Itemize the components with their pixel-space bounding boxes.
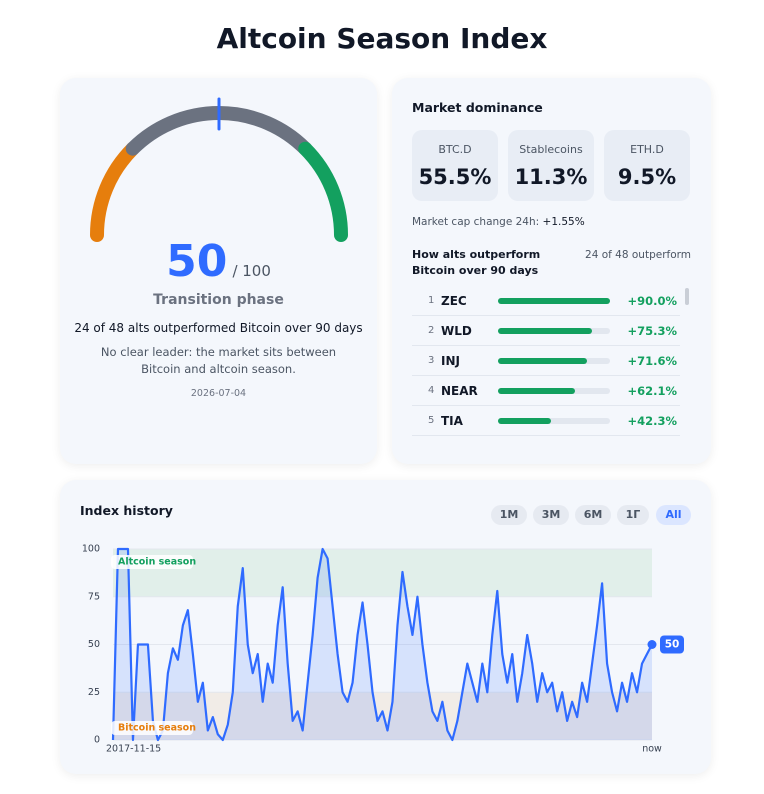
y-tick-label: 75 — [88, 591, 100, 602]
value-label: +75.3% — [627, 324, 677, 338]
outperform-row: 3 INJ +71.6% — [412, 346, 680, 376]
rank: 3 — [428, 355, 435, 366]
page-title: Altcoin Season Index — [216, 22, 548, 55]
phase: Transition phase — [153, 292, 284, 308]
gauge-value-row: 50 / 100 — [60, 236, 377, 287]
cap-change-label: Market cap change 24h: — [412, 216, 540, 228]
note: No clear leader: the market sits between… — [100, 345, 337, 376]
dominance-tile: BTC.D 55.5% — [412, 130, 498, 201]
dominance-title: Market dominance — [412, 100, 543, 115]
line — [111, 547, 653, 742]
season-band — [113, 692, 652, 740]
period-button[interactable]: 1M — [491, 505, 527, 525]
outperform-title: How alts outperform Bitcoin over 90 days — [412, 248, 541, 277]
coin-name: TIA — [441, 414, 463, 428]
outperform-row: 1 ZEC +90.0% — [412, 286, 680, 316]
x-tick-label: 2017-11-15 — [106, 744, 161, 755]
season-band — [113, 549, 652, 597]
band-label-bg — [111, 721, 193, 735]
bar — [498, 328, 592, 334]
summary: 24 of 48 alts outperformed Bitcoin over … — [74, 321, 363, 335]
rank: 1 — [428, 295, 435, 306]
y-tick-label: 25 — [88, 687, 100, 698]
period-button[interactable]: 3M — [533, 505, 569, 525]
gauge-segment — [90, 141, 140, 242]
gauge — [90, 97, 348, 242]
gauge-card — [60, 78, 377, 464]
rank: 2 — [428, 325, 435, 336]
period-button[interactable]: 1Г — [617, 505, 649, 525]
bar-track — [498, 418, 610, 424]
tile-label: BTC.D — [438, 143, 472, 156]
value-label: +42.3% — [627, 414, 677, 428]
gauge-max: / 100 — [232, 262, 271, 280]
band-label: Altcoin season — [118, 557, 196, 568]
y-tick-label: 100 — [82, 544, 100, 555]
outperform-row: 5 TIA +42.3% — [412, 406, 680, 436]
area — [113, 549, 652, 740]
rank: 4 — [428, 385, 435, 396]
scroll-thumb[interactable] — [685, 288, 689, 305]
tile-label: ETH.D — [630, 143, 664, 156]
coin-name: ZEC — [441, 294, 467, 308]
history-title: Index history — [80, 503, 173, 518]
tile-value: 55.5% — [418, 165, 492, 189]
period-button[interactable]: 6M — [575, 505, 611, 525]
coin-name: WLD — [441, 324, 472, 338]
y-tick-label: 0 — [94, 735, 100, 746]
end-label-bg — [660, 635, 684, 654]
cap-change-value: +1.55% — [542, 216, 585, 228]
end-point — [647, 640, 657, 649]
outperform-count: 24 of 48 outperform — [585, 249, 691, 261]
gauge-segment — [298, 141, 348, 242]
bar — [498, 298, 610, 304]
y-tick-label: 50 — [88, 639, 100, 650]
tile-value: 11.3% — [514, 165, 588, 189]
period-button[interactable]: All — [656, 505, 691, 525]
cap-change: Market cap change 24h: +1.55% — [412, 216, 585, 228]
end-label: 50 — [665, 639, 680, 651]
dominance-tile: Stablecoins 11.3% — [508, 130, 594, 201]
band-label: Bitcoin season — [118, 723, 196, 734]
value-label: +62.1% — [627, 384, 677, 398]
outperform-row: 4 NEAR +62.1% — [412, 376, 680, 406]
tile-label: Stablecoins — [519, 143, 583, 156]
dominance-tile: ETH.D 9.5% — [604, 130, 690, 201]
value-label: +90.0% — [627, 294, 677, 308]
bar — [498, 358, 588, 364]
coin-name: NEAR — [441, 384, 478, 398]
bar — [498, 418, 551, 424]
value-label: +71.6% — [627, 354, 677, 368]
outperform-list[interactable]: 1 ZEC +90.0% 2 WLD +75.3% 3 INJ +71.6% 4 NEAR +62.1… — [0, 286, 764, 445]
gauge-value: 50 — [166, 236, 228, 287]
outperform-row: 2 WLD +75.3% — [412, 316, 680, 346]
rank: 5 — [428, 415, 435, 426]
band-label-bg — [111, 555, 193, 569]
coin-name: INJ — [441, 354, 460, 368]
x-tick-label: now — [642, 744, 662, 755]
bar — [498, 388, 576, 394]
date: 2026-07-04 — [190, 388, 247, 399]
tile-value: 9.5% — [617, 165, 677, 189]
